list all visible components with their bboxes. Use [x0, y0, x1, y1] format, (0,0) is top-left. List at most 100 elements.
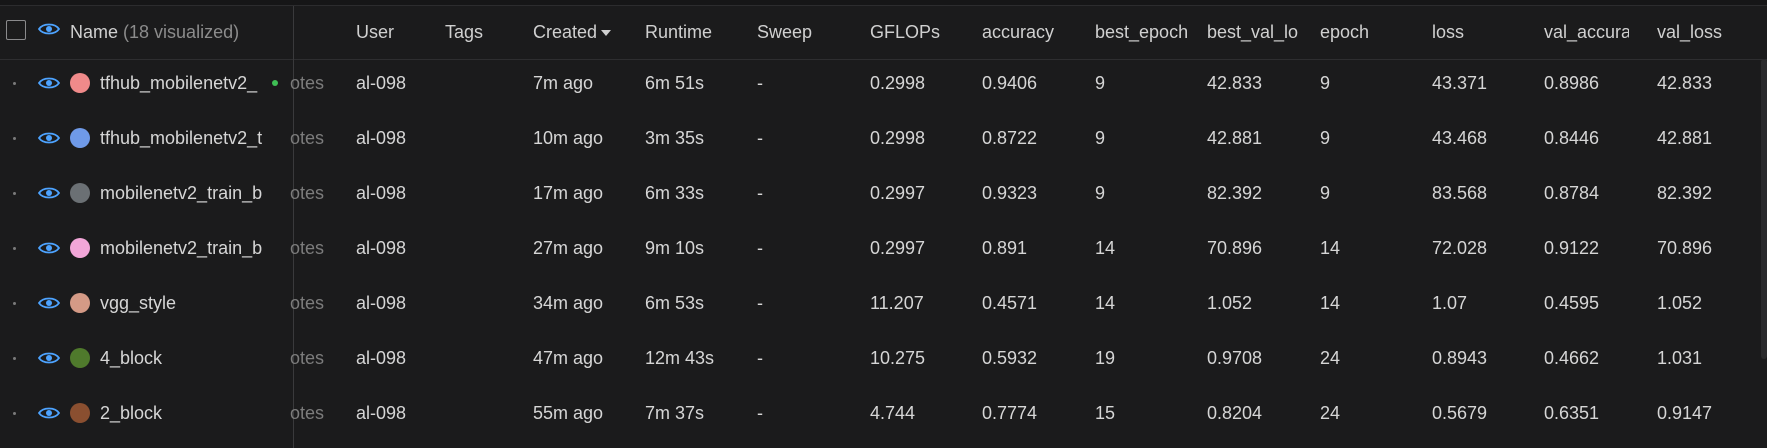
run-name-link[interactable]: 4_block: [100, 348, 163, 368]
column-header-epoch[interactable]: epoch: [1320, 6, 1420, 59]
table-row[interactable]: 4_block otes al-098 47m ago 12m 43s - 10.275 0.…: [0, 331, 1767, 386]
row-drag-handle[interactable]: [13, 247, 16, 250]
cell-created: 7m ago: [533, 73, 594, 93]
cell-val-loss: 42.881: [1657, 128, 1713, 148]
table-row[interactable]: 2_block otes al-098 55m ago 7m 37s - 4.744 0.77…: [0, 386, 1767, 441]
cell-best-val-loss: 82.392: [1207, 183, 1263, 203]
row-drag-handle[interactable]: [13, 357, 16, 360]
row-drag-handle[interactable]: [13, 192, 16, 195]
cell-runtime: 6m 51s: [645, 73, 705, 93]
run-color-swatch[interactable]: [70, 348, 90, 368]
cell-val-loss: 82.392: [1657, 183, 1713, 203]
column-header-accuracy[interactable]: accuracy: [982, 6, 1082, 59]
cell-gflops: 0.2997: [870, 183, 926, 203]
notes-cell[interactable]: otes: [290, 183, 325, 203]
cell-user: al-098: [356, 403, 407, 423]
cell-best-epoch: 9: [1095, 183, 1106, 203]
run-name-link[interactable]: 2_block: [100, 403, 163, 423]
table-row[interactable]: mobilenetv2_train_b otes al-098 17m ago 6m 3…: [0, 166, 1767, 221]
column-header-tags[interactable]: Tags: [445, 6, 515, 59]
column-header-best-epoch[interactable]: best_epoch: [1095, 6, 1195, 59]
column-header-runtime[interactable]: Runtime: [645, 6, 745, 59]
run-color-swatch[interactable]: [70, 183, 90, 203]
column-header-user[interactable]: User: [356, 6, 426, 59]
row-drag-handle[interactable]: [13, 302, 16, 305]
cell-best-epoch: 14: [1095, 238, 1116, 258]
cell-val-loss: 70.896: [1657, 238, 1713, 258]
column-header-label: Sweep: [757, 22, 813, 42]
table-row[interactable]: tfhub_mobilenetv2_ otes al-098 7m ago 6m 51s…: [0, 56, 1767, 111]
cell-best-epoch: 14: [1095, 293, 1116, 313]
visibility-eye-icon[interactable]: [38, 351, 60, 365]
visibility-eye-icon[interactable]: [38, 76, 60, 90]
run-name-link[interactable]: mobilenetv2_train_b: [100, 238, 263, 258]
cell-accuracy: 0.7774: [982, 403, 1038, 423]
cell-tags: [445, 331, 515, 386]
column-header-loss[interactable]: loss: [1432, 6, 1532, 59]
cell-gflops: 0.2998: [870, 73, 926, 93]
run-name-link[interactable]: tfhub_mobilenetv2_t: [100, 128, 263, 148]
table-header: Name (18 visualized) User Tags Created Runt…: [0, 6, 1767, 60]
table-row[interactable]: tfhub_mobilenetv2_t otes al-098 10m ago 3m 3…: [0, 111, 1767, 166]
cell-accuracy: 0.8722: [982, 128, 1038, 148]
visibility-eye-icon[interactable]: [38, 296, 60, 310]
cell-sweep: -: [757, 128, 763, 148]
visibility-eye-icon[interactable]: [38, 241, 60, 255]
cell-epoch: 24: [1320, 403, 1341, 423]
sort-desc-icon[interactable]: [601, 29, 612, 36]
run-name-link[interactable]: vgg_style: [100, 293, 177, 313]
visibility-eye-icon[interactable]: [38, 406, 60, 420]
cell-best-val-loss: 70.896: [1207, 238, 1263, 258]
run-color-swatch[interactable]: [70, 403, 90, 423]
cell-epoch: 9: [1320, 128, 1331, 148]
visibility-eye-icon[interactable]: [38, 131, 60, 145]
cell-loss: 43.468: [1432, 128, 1488, 148]
column-header-label: Tags: [445, 22, 484, 42]
column-header-sweep[interactable]: Sweep: [757, 6, 857, 59]
column-header-label: GFLOPs: [870, 22, 941, 42]
column-header-val-accuracy[interactable]: val_accurac: [1544, 6, 1629, 59]
column-header-gflops[interactable]: GFLOPs: [870, 6, 970, 59]
notes-cell[interactable]: otes: [290, 293, 325, 313]
cell-runtime: 9m 10s: [645, 238, 705, 258]
cell-sweep: -: [757, 73, 763, 93]
row-drag-handle[interactable]: [13, 82, 16, 85]
pinned-column-divider[interactable]: [293, 6, 294, 448]
cell-user: al-098: [356, 128, 407, 148]
eye-icon[interactable]: [38, 22, 60, 36]
notes-cell[interactable]: otes: [290, 128, 325, 148]
column-header-val-loss[interactable]: val_loss: [1657, 6, 1757, 59]
run-color-swatch[interactable]: [70, 73, 90, 93]
row-drag-handle[interactable]: [13, 412, 16, 415]
cell-user: al-098: [356, 238, 407, 258]
vertical-scrollbar[interactable]: [1761, 59, 1767, 359]
cell-tags: [445, 386, 515, 441]
column-header-label: loss: [1432, 22, 1465, 42]
column-header-created[interactable]: Created: [533, 6, 633, 59]
row-drag-handle[interactable]: [13, 137, 16, 140]
cell-best-val-loss: 42.881: [1207, 128, 1263, 148]
visibility-eye-icon[interactable]: [38, 186, 60, 200]
column-header-best-val-loss[interactable]: best_val_lo: [1207, 6, 1303, 59]
notes-cell[interactable]: otes: [290, 403, 325, 423]
select-all-checkbox[interactable]: [6, 20, 26, 40]
column-header-label: epoch: [1320, 22, 1370, 42]
table-row[interactable]: mobilenetv2_train_b otes al-098 27m ago 9m 1…: [0, 221, 1767, 276]
notes-cell[interactable]: otes: [290, 73, 325, 93]
cell-epoch: 14: [1320, 238, 1341, 258]
notes-cell[interactable]: otes: [290, 348, 325, 368]
run-color-swatch[interactable]: [70, 293, 90, 313]
run-color-swatch[interactable]: [70, 238, 90, 258]
run-name-link[interactable]: tfhub_mobilenetv2_: [100, 73, 258, 93]
cell-val-accuracy: 0.9122: [1544, 238, 1600, 258]
column-header-name[interactable]: Name (18 visualized): [70, 6, 290, 59]
table-row[interactable]: vgg_style otes al-098 34m ago 6m 53s - 11.207 0…: [0, 276, 1767, 331]
cell-created: 27m ago: [533, 238, 604, 258]
cell-loss: 83.568: [1432, 183, 1488, 203]
run-name-link[interactable]: mobilenetv2_train_b: [100, 183, 263, 203]
cell-created: 55m ago: [533, 403, 604, 423]
cell-accuracy: 0.4571: [982, 293, 1038, 313]
cell-runtime: 6m 33s: [645, 183, 705, 203]
run-color-swatch[interactable]: [70, 128, 90, 148]
notes-cell[interactable]: otes: [290, 238, 325, 258]
